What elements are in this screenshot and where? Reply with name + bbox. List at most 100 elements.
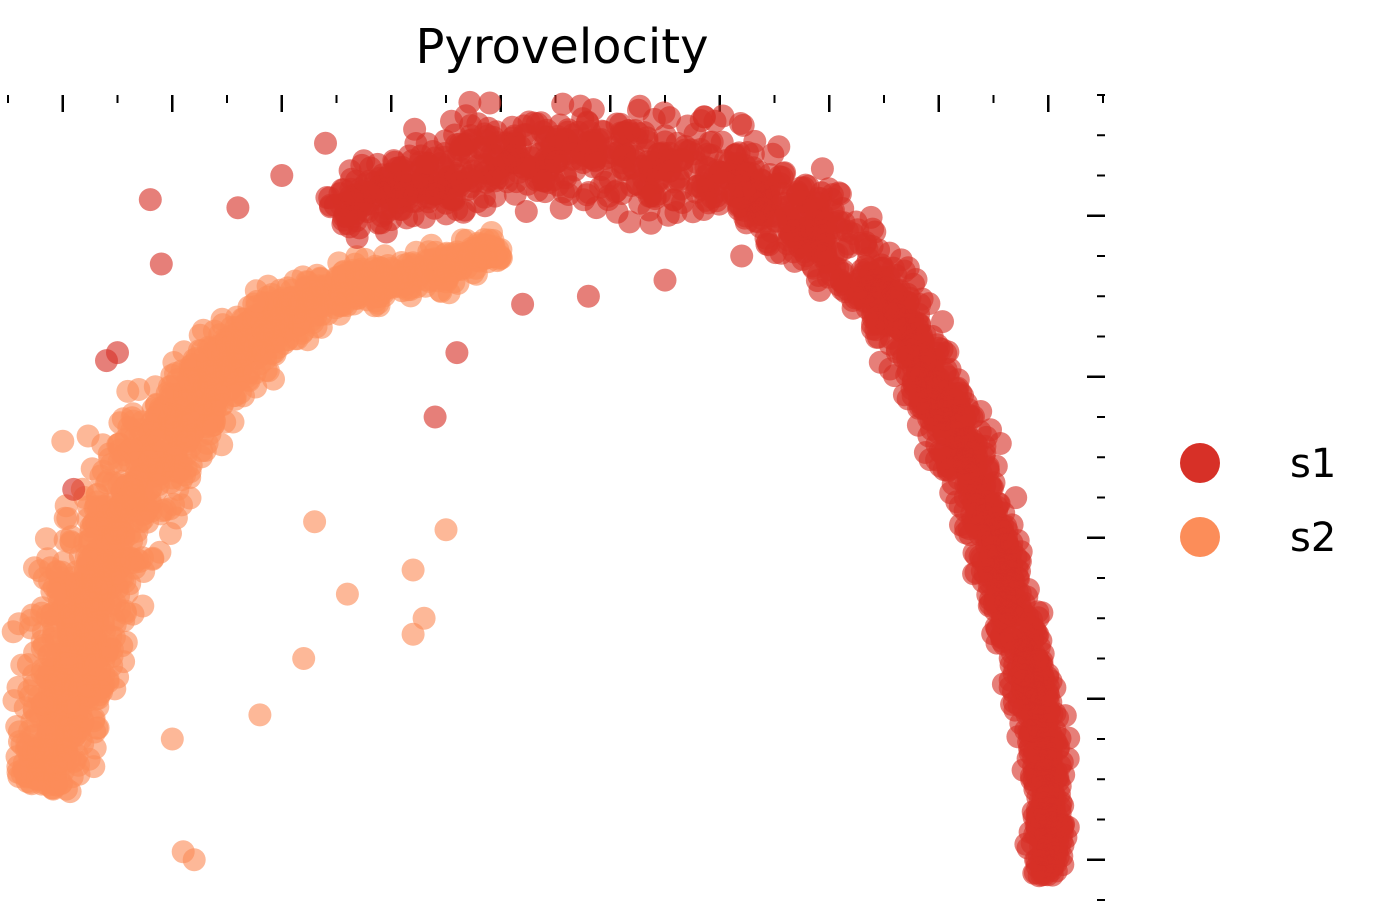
- point-s1: [729, 112, 752, 135]
- point-s1: [685, 175, 709, 198]
- point-s2: [379, 266, 403, 290]
- point-s2: [41, 724, 65, 748]
- point-s1: [605, 179, 629, 203]
- point-s2: [303, 510, 327, 534]
- point-s1: [610, 156, 634, 180]
- point-s2: [335, 582, 359, 606]
- point-s1: [957, 403, 981, 427]
- point-s2: [107, 450, 131, 474]
- point-s1: [383, 150, 407, 174]
- point-s2: [173, 463, 197, 487]
- point-s1: [910, 363, 934, 387]
- point-s2: [188, 323, 212, 347]
- point-s2: [292, 647, 316, 670]
- point-s1: [149, 252, 173, 276]
- legend: s1 s2: [1180, 441, 1336, 561]
- point-s2: [98, 594, 122, 617]
- point-s1: [979, 418, 1002, 442]
- point-s2: [72, 661, 96, 685]
- point-s1: [423, 405, 447, 429]
- point-s2: [124, 528, 148, 552]
- point-s2: [177, 428, 201, 452]
- point-s2: [309, 315, 333, 339]
- point-s2: [18, 616, 42, 640]
- point-s1: [906, 413, 930, 437]
- point-s2: [34, 527, 58, 551]
- point-s1: [945, 427, 969, 451]
- point-s1: [106, 341, 129, 365]
- point-s1: [708, 161, 732, 184]
- point-s2: [248, 703, 272, 727]
- point-s2: [58, 747, 82, 770]
- point-s2: [148, 540, 172, 564]
- point-s1: [1033, 801, 1057, 825]
- point-s1: [809, 201, 833, 225]
- point-s2: [181, 379, 205, 403]
- point-s1: [566, 120, 590, 144]
- point-s2: [79, 527, 103, 551]
- point-s1: [1057, 726, 1081, 750]
- point-s2: [245, 289, 269, 313]
- point-s1: [857, 247, 880, 271]
- point-s1: [445, 198, 469, 221]
- point-s1: [583, 148, 607, 172]
- point-s1: [1000, 531, 1024, 555]
- point-s2: [23, 556, 46, 580]
- point-s2: [82, 755, 106, 779]
- point-s1: [628, 94, 652, 118]
- point-s1: [476, 116, 500, 140]
- point-s2: [120, 406, 144, 430]
- point-s2: [177, 408, 201, 432]
- point-s2: [59, 525, 83, 549]
- chart-title: Pyrovelocity: [416, 19, 709, 75]
- point-s1: [1001, 572, 1024, 596]
- point-s2: [138, 449, 162, 473]
- point-s1: [352, 149, 376, 173]
- point-s2: [401, 558, 425, 582]
- point-s1: [138, 188, 162, 212]
- point-s2: [471, 244, 495, 268]
- point-s1: [514, 200, 538, 223]
- point-s1: [741, 142, 765, 166]
- point-s2: [223, 384, 247, 407]
- point-s1: [938, 357, 962, 381]
- point-s1: [417, 185, 441, 209]
- point-s2: [10, 653, 34, 677]
- point-s1: [658, 106, 681, 130]
- point-s2: [159, 522, 182, 545]
- point-s2: [130, 477, 154, 501]
- point-s2: [210, 433, 234, 457]
- point-s1: [861, 217, 885, 241]
- point-s2: [412, 606, 436, 630]
- point-s2: [429, 280, 453, 303]
- scatter-points: [1, 90, 1081, 888]
- point-s2: [78, 547, 102, 571]
- point-s1: [315, 186, 339, 209]
- point-s2: [54, 777, 78, 801]
- point-s1: [757, 233, 781, 257]
- point-s1: [900, 344, 923, 367]
- point-s2: [96, 495, 120, 519]
- point-s2: [53, 651, 77, 675]
- point-s2: [22, 673, 46, 697]
- point-s1: [730, 244, 754, 268]
- point-s2: [42, 621, 66, 645]
- point-s1: [664, 201, 688, 224]
- point-s1: [721, 183, 744, 207]
- point-s1: [1038, 736, 1061, 760]
- point-s1: [939, 481, 963, 505]
- point-s1: [1032, 838, 1055, 862]
- point-s1: [918, 448, 942, 472]
- point-s1: [779, 193, 803, 217]
- point-s1: [473, 194, 497, 218]
- point-s1: [404, 132, 428, 155]
- point-s1: [1027, 767, 1050, 791]
- point-s1: [501, 144, 525, 168]
- point-s1: [864, 291, 888, 315]
- point-s1: [963, 472, 987, 496]
- point-s1: [617, 119, 641, 142]
- point-s1: [1027, 699, 1051, 723]
- point-s2: [178, 486, 202, 510]
- point-s1: [357, 180, 381, 204]
- point-s2: [276, 287, 300, 311]
